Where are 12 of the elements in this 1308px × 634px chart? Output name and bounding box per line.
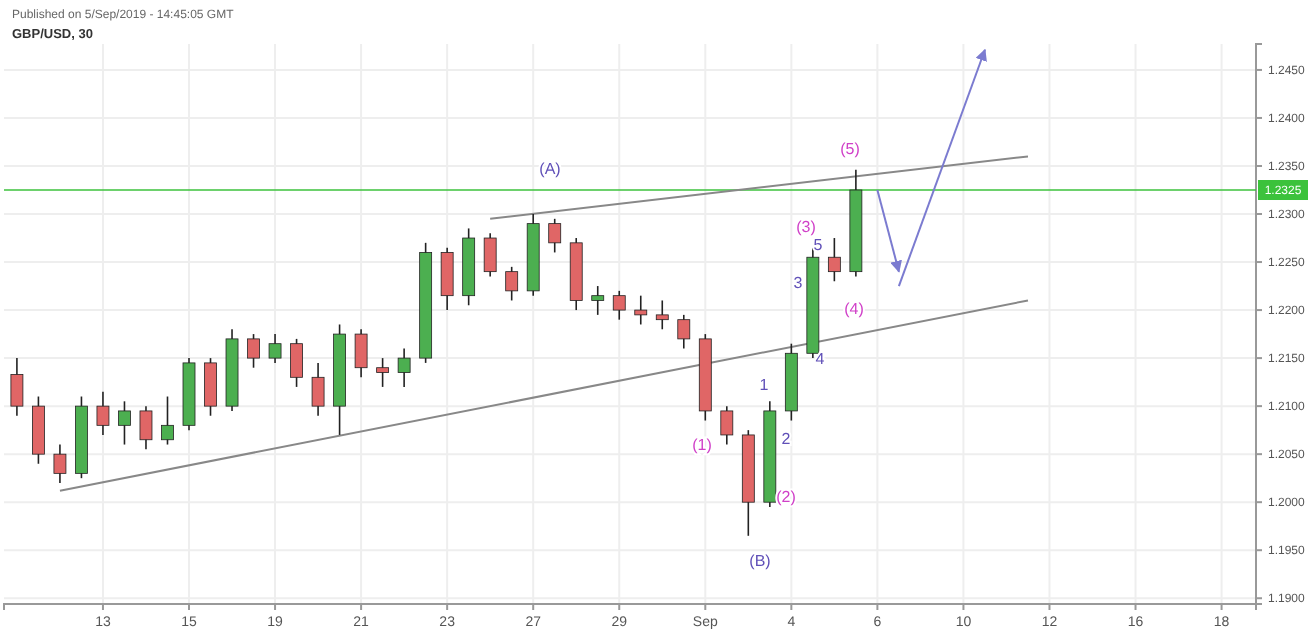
annotation: (5) xyxy=(840,140,861,159)
annotation: 2 xyxy=(781,430,792,449)
annotation: (B) xyxy=(749,552,772,571)
annotation: 3 xyxy=(793,274,804,293)
annotation: 4 xyxy=(815,350,826,369)
annotation: (A) xyxy=(539,160,562,179)
annotation: (3) xyxy=(796,218,817,237)
annotation: 5 xyxy=(813,236,824,255)
annotation: (4) xyxy=(844,300,865,319)
annotation: 1 xyxy=(759,376,770,395)
annotation: (2) xyxy=(776,488,797,507)
annotation: (1) xyxy=(692,436,713,455)
